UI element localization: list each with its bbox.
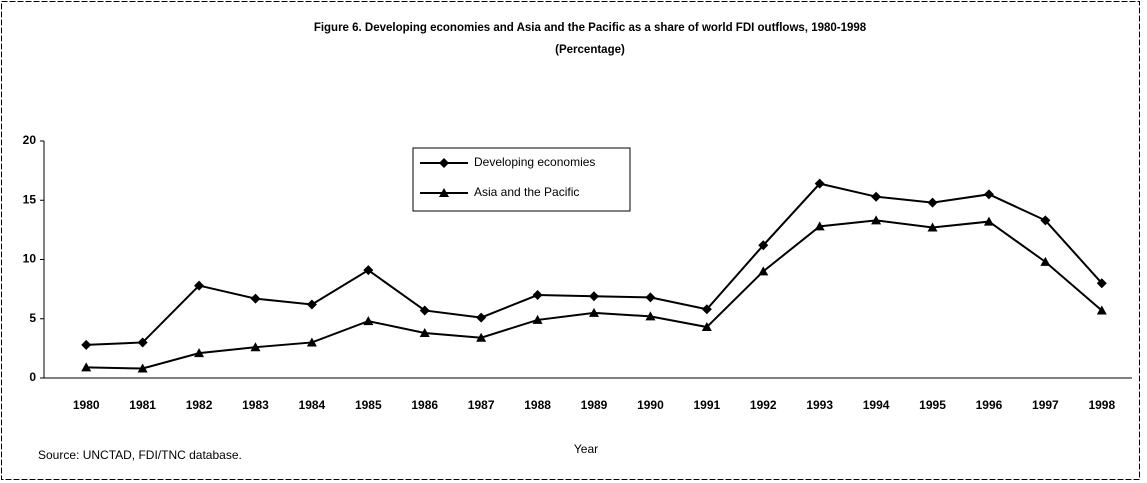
triangle-marker	[1040, 256, 1051, 266]
y-tick-label: 5	[29, 311, 36, 325]
x-tick-label: 1985	[355, 398, 382, 412]
triangle-marker	[81, 362, 92, 372]
x-tick-label: 1993	[806, 398, 833, 412]
triangle-marker	[419, 327, 430, 337]
x-tick-label: 1991	[693, 398, 720, 412]
diamond-marker	[871, 191, 882, 202]
diamond-marker	[983, 189, 994, 200]
triangle-marker	[194, 348, 205, 358]
diamond-marker	[927, 197, 938, 208]
legend-marker	[439, 158, 449, 168]
x-tick-label: 1996	[976, 398, 1003, 412]
triangle-marker	[363, 316, 374, 326]
diamond-marker	[589, 291, 599, 302]
x-tick-label: 1990	[637, 398, 664, 412]
y-tick-label: 10	[23, 252, 37, 266]
diamond-marker	[1096, 278, 1107, 289]
chart-title: Figure 6. Developing economies and Asia …	[314, 22, 867, 34]
x-axis-label: Year	[574, 442, 598, 456]
diamond-marker	[758, 240, 769, 251]
diamond-marker	[81, 339, 92, 350]
legend-label: Developing economies	[474, 155, 595, 169]
triangle-marker	[983, 216, 994, 226]
triangle-marker	[1096, 305, 1107, 315]
legend-label: Asia and the Pacific	[474, 185, 579, 199]
chart-subtitle: (Percentage)	[555, 44, 625, 56]
diamond-marker	[250, 293, 261, 304]
diamond-marker	[476, 312, 487, 323]
legend-box	[412, 147, 631, 212]
x-tick-label: 1989	[581, 398, 608, 412]
x-tick-label: 1995	[919, 398, 946, 412]
x-tick-label: 1988	[524, 398, 551, 412]
source-note: Source: UNCTAD, FDI/TNC database.	[38, 448, 242, 462]
triangle-marker	[532, 314, 543, 324]
triangle-marker	[250, 342, 261, 352]
triangle-marker	[589, 307, 599, 317]
x-tick-label: 1984	[299, 398, 326, 412]
diamond-marker	[814, 178, 825, 189]
x-tick-label: 1997	[1032, 398, 1059, 412]
diamond-marker	[419, 305, 430, 316]
x-tick-label: 1994	[863, 398, 890, 412]
x-tick-label: 1992	[750, 398, 777, 412]
x-tick-label: 1983	[242, 398, 269, 412]
x-tick-label: 1998	[1088, 398, 1115, 412]
triangle-marker	[701, 322, 712, 332]
triangle-marker	[927, 222, 938, 232]
x-tick-label: 1986	[411, 398, 438, 412]
diamond-marker	[532, 290, 543, 301]
diamond-marker	[363, 265, 374, 276]
y-tick-label: 0	[29, 370, 36, 384]
diamond-marker	[137, 337, 148, 348]
triangle-marker	[814, 221, 825, 231]
diamond-marker	[194, 280, 205, 291]
triangle-marker	[758, 266, 769, 276]
diamond-marker	[306, 299, 317, 310]
triangle-marker	[871, 215, 882, 225]
diamond-marker	[1040, 215, 1051, 226]
triangle-marker	[306, 337, 317, 347]
x-tick-label: 1981	[129, 398, 156, 412]
triangle-marker	[137, 363, 148, 373]
y-tick-label: 20	[23, 133, 37, 147]
triangle-marker	[476, 332, 487, 342]
x-tick-label: 1987	[468, 398, 495, 412]
diamond-marker	[701, 304, 712, 315]
y-tick-label: 15	[23, 192, 37, 206]
triangle-marker	[645, 311, 656, 321]
x-tick-label: 1980	[73, 398, 100, 412]
legend-marker	[439, 188, 449, 197]
x-tick-label: 1982	[186, 398, 213, 412]
diamond-marker	[645, 292, 656, 303]
